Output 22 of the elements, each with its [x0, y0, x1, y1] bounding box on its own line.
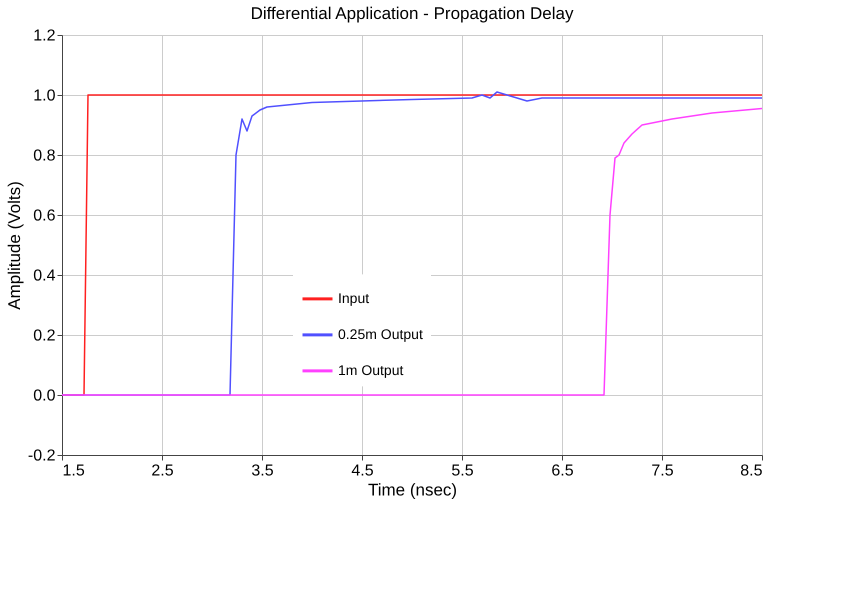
x-tick-label: 1.5: [62, 462, 85, 480]
legend-label: 0.25m Output: [338, 326, 423, 342]
legend-label: 1m Output: [338, 362, 404, 378]
x-tick-label: 4.5: [351, 462, 374, 480]
x-tick-label: 6.5: [551, 462, 574, 480]
x-tick-label: 3.5: [251, 462, 274, 480]
x-tick-label: 2.5: [151, 462, 174, 480]
y-tick-label: 1.2: [33, 28, 56, 44]
x-tick-label: 5.5: [451, 462, 474, 480]
legend-label: Input: [338, 290, 370, 306]
y-tick-label: 0.6: [33, 208, 56, 224]
y-axis-title: Amplitude (Volts): [4, 181, 24, 310]
y-tick-label: 0.0: [33, 388, 56, 404]
y-tick-label: -0.2: [28, 448, 56, 464]
x-tick-label: 7.5: [651, 462, 674, 480]
y-tick-label: 1.0: [33, 88, 56, 104]
x-axis-title: Time (nsec): [368, 480, 458, 500]
y-tick-label: 0.4: [33, 268, 56, 284]
chart-title: Differential Application - Propagation Delay: [250, 4, 574, 23]
y-tick-label: 0.8: [33, 148, 56, 164]
y-tick-label: 0.2: [33, 328, 56, 344]
x-tick-label: 8.5: [740, 462, 763, 480]
